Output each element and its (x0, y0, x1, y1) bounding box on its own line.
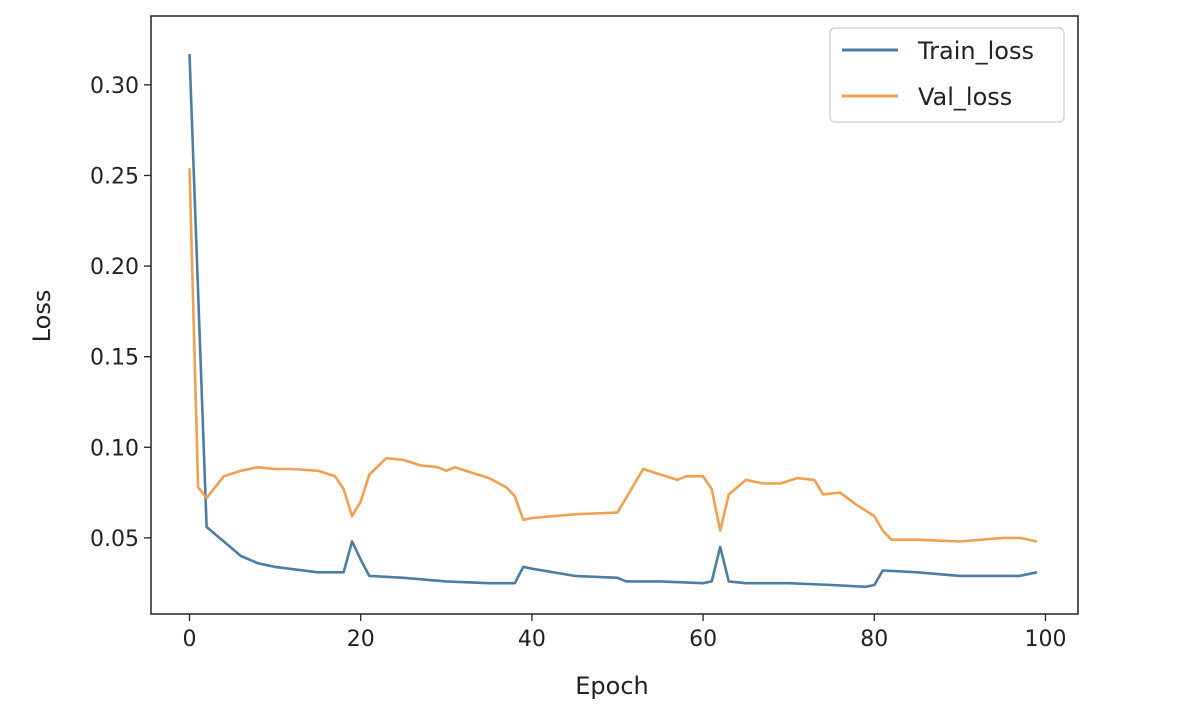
x-tick-label: 80 (860, 627, 888, 652)
y-tick-label: 0.20 (90, 255, 139, 280)
y-tick-label: 0.15 (90, 346, 139, 371)
x-tick-label: 100 (1024, 627, 1066, 652)
series-line-val-loss (188, 168, 1038, 543)
y-tick-label: 0.25 (90, 164, 139, 189)
x-tick-label: 40 (518, 627, 546, 652)
legend-label-val-loss: Val_loss (918, 83, 1012, 111)
x-tick-label: 0 (183, 627, 197, 652)
legend-label-train-loss: Train_loss (917, 37, 1034, 65)
series-line-train-loss (188, 54, 1038, 589)
y-tick-label: 0.05 (90, 527, 139, 552)
axes-layer (150, 15, 1079, 615)
y-tick-label: 0.30 (90, 74, 139, 99)
series-layer (188, 54, 1038, 589)
x-tick-label: 20 (347, 627, 375, 652)
ticks-layer: 0 20 40 60 80 100 0.05 0.10 0.15 0.20 0.25 0.30 (90, 74, 1066, 652)
x-tick-label: 60 (689, 627, 717, 652)
plot-frame (150, 15, 1079, 615)
y-axis-label: Loss (28, 290, 56, 343)
x-axis-label: Epoch (575, 672, 649, 700)
y-tick-label: 0.10 (90, 436, 139, 461)
legend: Train_loss Val_loss (829, 27, 1065, 123)
